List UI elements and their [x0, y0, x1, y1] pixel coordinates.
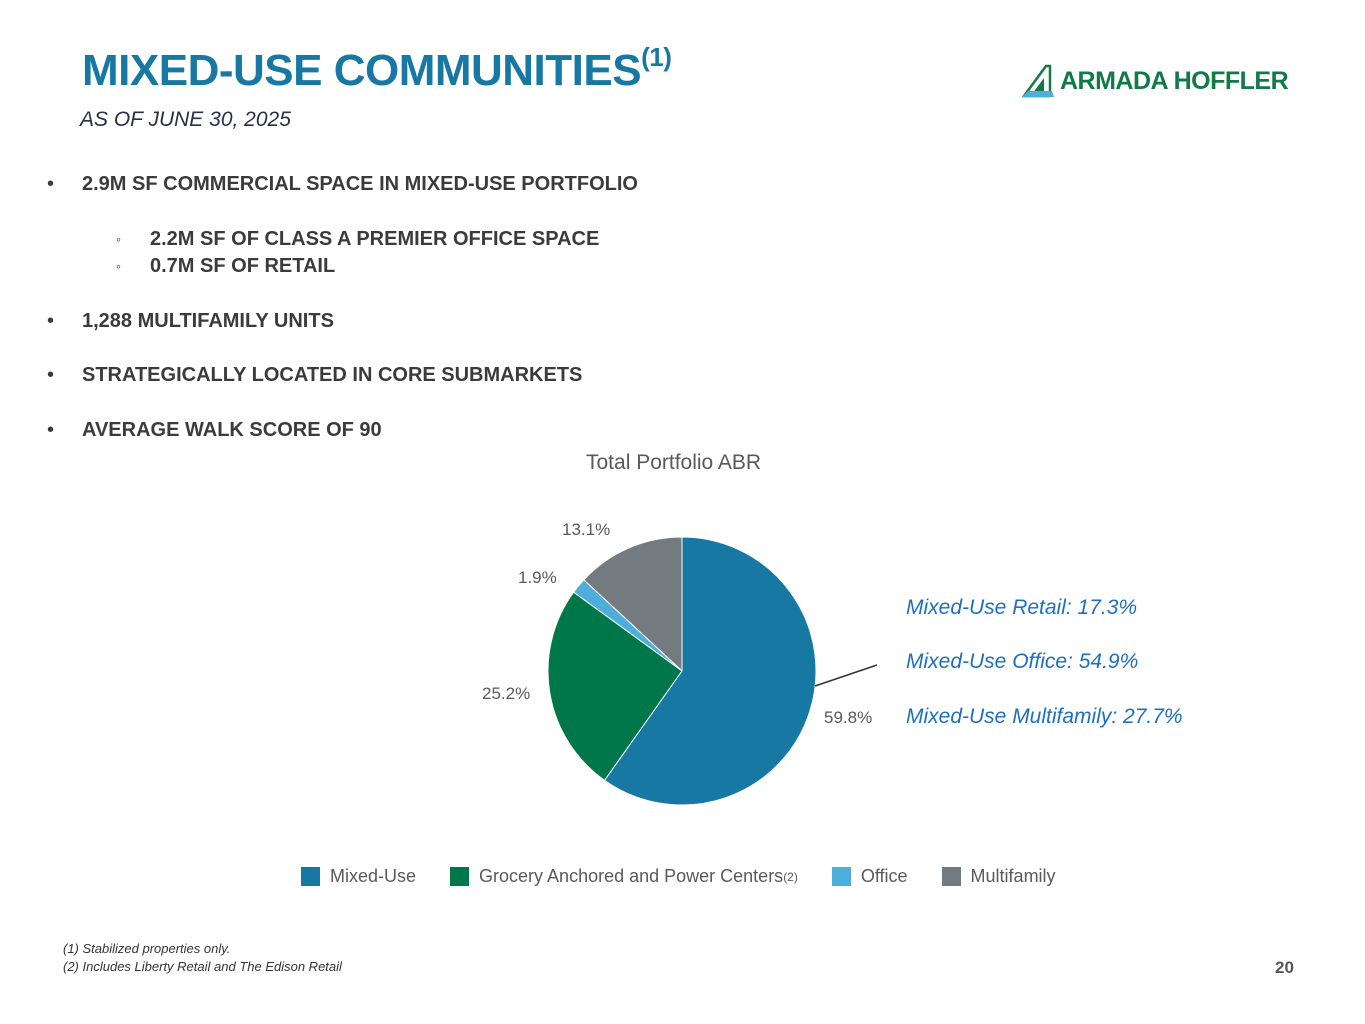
bullet-text: 2.2M SF OF CLASS A PREMIER OFFICE SPACE: [150, 228, 600, 250]
callout-multifamily: Mixed-Use Multifamily: 27.7%: [906, 705, 1183, 728]
callout-retail: Mixed-Use Retail: 17.3%: [906, 596, 1138, 619]
bullet-marker: •: [47, 364, 55, 386]
data-label: 13.1%: [562, 520, 610, 539]
title-footnote-ref: (1): [641, 42, 672, 72]
bullet-text: AVERAGE WALK SCORE OF 90: [82, 419, 382, 441]
pie-slice-multifamily: [583, 536, 683, 673]
bullet-text: STRATEGICALLY LOCATED IN CORE SUBMARKETS: [82, 364, 583, 386]
sub-bullet-item: ◦ 0.7M SF OF RETAIL: [116, 255, 336, 278]
footnote-1: (1) Stabilized properties only.: [63, 941, 231, 956]
title-text: MIXED-USE COMMUNITIES: [82, 46, 642, 95]
legend-item-office: Office: [831, 866, 908, 887]
data-label: 25.2%: [482, 684, 530, 703]
bullet-marker: •: [47, 173, 55, 195]
page-subtitle: AS OF JUNE 30, 2025: [80, 108, 291, 131]
chart-legend: Mixed-Use Grocery Anchored and Power Cen…: [301, 866, 1090, 887]
legend-item-multifamily: Multifamily: [941, 866, 1056, 887]
chart-title: Total Portfolio ABR: [586, 451, 762, 474]
page-number: 20: [1275, 958, 1294, 977]
logo-mark-icon: [1022, 64, 1054, 98]
bullet-text: 2.9M SF COMMERCIAL SPACE IN MIXED-USE PO…: [82, 173, 638, 195]
bullet-item: • AVERAGE WALK SCORE OF 90: [47, 419, 382, 442]
legend-swatch: [301, 867, 320, 886]
legend-label: Office: [860, 866, 908, 886]
logo-text: ARMADA HOFFLER: [1060, 66, 1289, 95]
bullet-marker: •: [47, 419, 55, 441]
legend-swatch: [450, 867, 470, 886]
bullet-marker: ◦: [116, 258, 121, 274]
legend-label: Grocery Anchored and Power Centers: [479, 866, 784, 886]
company-logo: ARMADA HOFFLER: [1022, 64, 1289, 98]
data-label: 59.8%: [824, 708, 872, 727]
bullet-text: 1,288 MULTIFAMILY UNITS: [82, 310, 334, 332]
footnote-2: (2) Includes Liberty Retail and The Edis…: [63, 959, 342, 974]
bullet-item: • 1,288 MULTIFAMILY UNITS: [47, 310, 334, 333]
legend-label: Mixed-Use: [330, 866, 417, 886]
bullet-text: 0.7M SF OF RETAIL: [150, 255, 336, 277]
page-title: MIXED-USE COMMUNITIES(1): [82, 42, 672, 96]
bullet-marker: •: [47, 310, 55, 332]
sub-bullet-item: ◦ 2.2M SF OF CLASS A PREMIER OFFICE SPACE: [116, 228, 600, 251]
legend-swatch: [831, 867, 851, 886]
legend-swatch: [941, 867, 961, 886]
bullet-marker: ◦: [116, 231, 121, 247]
callout-leader-line: [814, 664, 878, 687]
bullet-item: • STRATEGICALLY LOCATED IN CORE SUBMARKET…: [47, 364, 583, 387]
data-label: 1.9%: [518, 568, 557, 587]
pie-slice-mixed-use: [603, 536, 817, 806]
bullet-item: • 2.9M SF COMMERCIAL SPACE IN MIXED-USE P…: [47, 173, 638, 196]
pie-slice-grocery-anchored-and-power-centers: [547, 591, 683, 782]
legend-footnote-ref: (2): [783, 869, 798, 884]
legend-item-grocery: Grocery Anchored and Power Centers (2): [450, 866, 798, 887]
legend-label: Multifamily: [970, 866, 1056, 886]
legend-item-mixed-use: Mixed-Use: [301, 866, 416, 887]
callout-office: Mixed-Use Office: 54.9%: [906, 650, 1139, 673]
